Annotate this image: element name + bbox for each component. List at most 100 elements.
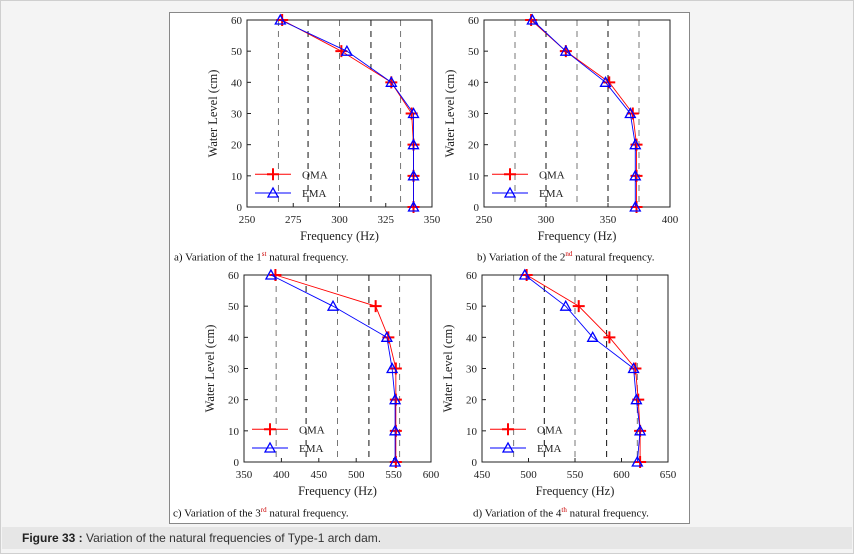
x-tick-label: 300 bbox=[331, 214, 348, 226]
chart-b: 250 300 350 400 0 10 20 30 40 50 60 Frequency (Hz) W… bbox=[443, 13, 679, 243]
plus-marker bbox=[603, 331, 616, 344]
subcaption-text: natural frequency. bbox=[566, 507, 649, 520]
x-tick-label: 350 bbox=[236, 469, 253, 481]
x-tick-label: 350 bbox=[600, 214, 617, 226]
triangle-marker bbox=[266, 186, 280, 198]
triangle-marker bbox=[586, 330, 599, 342]
x-tick-label: 325 bbox=[378, 214, 395, 226]
y-tick-label: 10 bbox=[466, 426, 478, 438]
y-tick-label: 60 bbox=[231, 15, 243, 27]
triangle-marker bbox=[340, 44, 354, 56]
series-line-ema bbox=[532, 19, 636, 207]
x-tick-label: 275 bbox=[285, 214, 302, 226]
y-tick-label: 40 bbox=[231, 77, 243, 89]
triangle-marker bbox=[407, 169, 420, 181]
triangle-marker bbox=[274, 13, 287, 25]
y-tick-label: 0 bbox=[234, 457, 240, 469]
x-tick-label: 400 bbox=[662, 214, 679, 226]
y-tick-label: 20 bbox=[228, 395, 240, 407]
legend-label: EMA bbox=[539, 188, 564, 200]
subcaption-text: c) Variation of the 3 bbox=[173, 507, 261, 520]
x-tick-label: 250 bbox=[476, 214, 493, 226]
plus-marker bbox=[264, 423, 276, 436]
figure-panel bbox=[169, 12, 690, 524]
subcaption-d: d) Variation of the 4th natural frequenc… bbox=[473, 506, 649, 520]
y-axis-label: Water Level (cm) bbox=[203, 325, 217, 413]
legend-label: OMA bbox=[299, 424, 325, 436]
triangle-marker bbox=[630, 393, 643, 405]
y-tick-label: 30 bbox=[228, 364, 240, 376]
legend-label: EMA bbox=[299, 443, 324, 455]
x-tick-label: 450 bbox=[311, 469, 328, 481]
triangle-marker bbox=[263, 441, 277, 453]
x-tick-label: 600 bbox=[613, 469, 630, 481]
y-tick-label: 30 bbox=[468, 109, 480, 121]
x-tick-label: 550 bbox=[385, 469, 402, 481]
triangle-marker bbox=[326, 299, 340, 311]
triangle-marker bbox=[624, 107, 637, 119]
chart-a: 250 275 300 325 350 0 10 20 30 40 50 60 Frequency (H… bbox=[206, 13, 441, 243]
x-tick-label: 400 bbox=[273, 469, 290, 481]
x-tick-label: 500 bbox=[520, 469, 537, 481]
y-tick-label: 40 bbox=[466, 332, 478, 344]
subcaption-text: d) Variation of the 4 bbox=[473, 507, 562, 520]
y-tick-label: 20 bbox=[466, 395, 478, 407]
x-tick-label: 650 bbox=[660, 469, 677, 481]
x-tick-label: 600 bbox=[423, 469, 440, 481]
legend-label: OMA bbox=[539, 169, 565, 181]
y-tick-label: 10 bbox=[231, 171, 243, 183]
plus-marker bbox=[504, 168, 516, 181]
y-axis-label: Water Level (cm) bbox=[206, 70, 220, 158]
y-tick-label: 40 bbox=[228, 332, 240, 344]
x-axis-label: Frequency (Hz) bbox=[300, 229, 379, 243]
subcaption-sup: th bbox=[561, 506, 567, 514]
x-tick-label: 550 bbox=[567, 469, 584, 481]
triangle-marker bbox=[526, 13, 539, 25]
subcaption-text: natural frequency. bbox=[266, 251, 349, 264]
x-tick-label: 250 bbox=[239, 214, 256, 226]
triangle-marker bbox=[599, 75, 612, 87]
series-line-ema bbox=[270, 274, 396, 462]
triangle-marker bbox=[388, 393, 402, 405]
x-tick-label: 350 bbox=[424, 214, 441, 226]
x-tick-label: 500 bbox=[348, 469, 365, 481]
triangle-marker bbox=[388, 424, 402, 436]
figure-label: Figure 33 : bbox=[22, 531, 83, 545]
y-tick-label: 60 bbox=[468, 15, 480, 27]
x-axis-label: Frequency (Hz) bbox=[538, 229, 617, 243]
figure-caption: Figure 33 : Variation of the natural fre… bbox=[2, 527, 852, 549]
series-line-oma bbox=[275, 274, 397, 462]
plus-marker bbox=[502, 423, 514, 436]
plus-marker bbox=[572, 300, 585, 313]
triangle-marker bbox=[501, 441, 515, 453]
triangle-marker bbox=[629, 200, 642, 212]
subcaption-sup: nd bbox=[565, 250, 573, 258]
series-line-ema bbox=[280, 19, 414, 207]
chart-d: 450 500 550 600 650 0 10 20 30 40 50 60 Frequency (H… bbox=[441, 268, 677, 498]
triangle-marker bbox=[385, 75, 398, 87]
y-tick-label: 60 bbox=[466, 270, 478, 282]
triangle-marker bbox=[633, 424, 647, 436]
legend-label: EMA bbox=[302, 188, 327, 200]
triangle-marker bbox=[385, 362, 399, 374]
chart-c: 350 400 450 500 550 600 0 10 20 30 40 50 60 Frequency… bbox=[203, 268, 440, 498]
subcaption-sup: st bbox=[261, 250, 267, 258]
subcaption-text: natural frequency. bbox=[266, 507, 349, 520]
triangle-marker bbox=[407, 138, 420, 150]
y-tick-label: 0 bbox=[237, 202, 243, 214]
triangle-marker bbox=[631, 455, 644, 467]
triangle-marker bbox=[627, 362, 640, 374]
triangle-marker bbox=[407, 200, 420, 212]
y-tick-label: 10 bbox=[228, 426, 240, 438]
legend-label: EMA bbox=[537, 443, 562, 455]
x-axis-label: Frequency (Hz) bbox=[536, 484, 615, 498]
y-tick-label: 10 bbox=[468, 171, 480, 183]
triangle-marker bbox=[264, 268, 278, 280]
y-axis-label: Water Level (cm) bbox=[441, 325, 455, 413]
y-tick-label: 20 bbox=[231, 140, 243, 152]
triangle-marker bbox=[388, 455, 402, 467]
triangle-marker bbox=[503, 186, 517, 198]
x-tick-label: 450 bbox=[474, 469, 491, 481]
figure-caption-text: Variation of the natural frequencies of … bbox=[82, 531, 382, 545]
